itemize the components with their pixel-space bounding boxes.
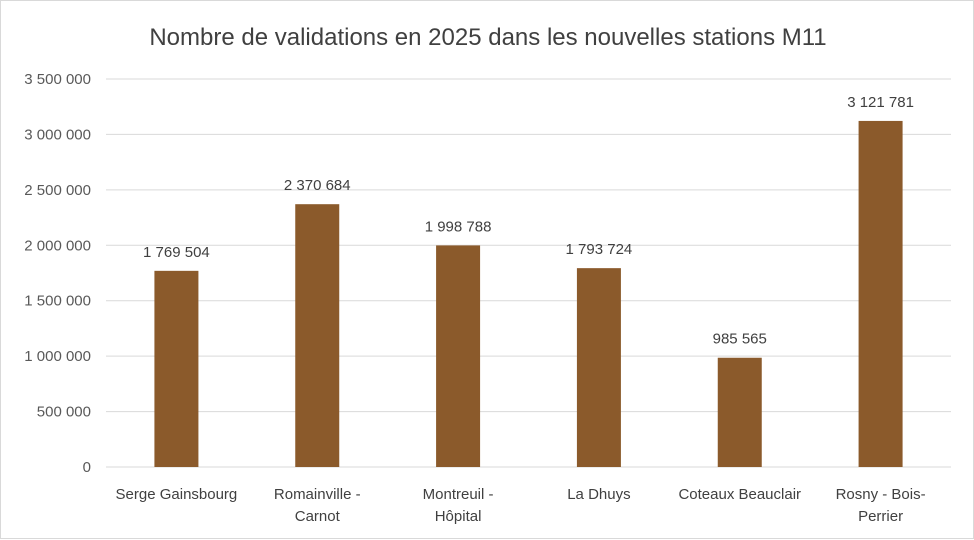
bar: [295, 204, 340, 467]
y-tick-label: 3 500 000: [24, 71, 91, 88]
x-category-label: Montreuil -Hôpital: [423, 486, 494, 525]
data-label: 1 793 724: [566, 241, 633, 258]
bar: [717, 357, 762, 467]
gridlines: [106, 78, 951, 468]
data-label: 1 998 788: [425, 218, 492, 235]
x-category-label: Rosny - Bois-Perrier: [836, 486, 926, 525]
x-category-label: La Dhuys: [567, 486, 630, 503]
bar: [576, 268, 621, 467]
data-label: 985 565: [713, 331, 767, 348]
x-category-label: Coteaux Beauclair: [678, 486, 801, 503]
data-label: 1 769 504: [143, 244, 210, 261]
data-labels: 1 769 504 2 370 684 1 998 788 1 793 724 985 …: [143, 94, 914, 348]
y-tick-label: 0: [83, 459, 91, 476]
data-label: 3 121 781: [847, 94, 914, 111]
bars: [154, 120, 903, 467]
bar: [154, 270, 199, 467]
x-category-label: Romainville -Carnot: [274, 486, 361, 525]
y-axis-ticks: 0 500 000 1 000 000 1 500 000 2 000 000 2 500…: [24, 71, 91, 476]
x-axis-categories: Serge Gainsbourg Romainville -Carnot Montr…: [116, 486, 926, 525]
y-tick-label: 3 000 000: [24, 126, 91, 143]
bar: [858, 120, 903, 467]
x-category-label: Serge Gainsbourg: [116, 486, 238, 503]
y-tick-label: 2 000 000: [24, 237, 91, 254]
chart-title: Nombre de validations en 2025 dans les n…: [149, 24, 826, 51]
y-tick-label: 2 500 000: [24, 182, 91, 199]
y-tick-label: 500 000: [37, 404, 91, 421]
data-label: 2 370 684: [284, 177, 351, 194]
y-tick-label: 1 000 000: [24, 348, 91, 365]
y-tick-label: 1 500 000: [24, 293, 91, 310]
bar: [436, 245, 481, 467]
